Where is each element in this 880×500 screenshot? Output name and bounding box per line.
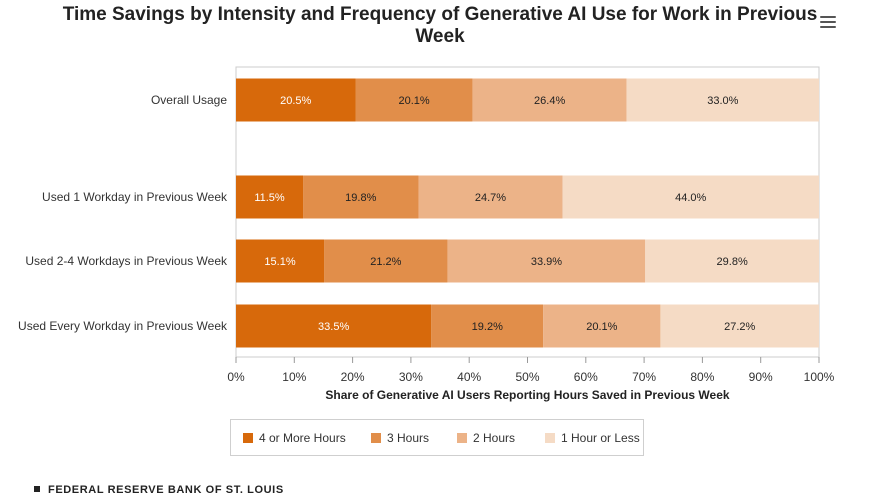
- bar-data-label: 27.2%: [724, 321, 755, 333]
- bar-data-label: 24.7%: [475, 192, 506, 204]
- chart-title: Time Savings by Intensity and Frequency …: [62, 4, 818, 47]
- legend-label: 4 or More Hours: [259, 431, 346, 445]
- bar-segment: [236, 239, 325, 283]
- hamburger-menu-icon[interactable]: [820, 16, 836, 30]
- category-label: Used Every Workday in Previous Week: [18, 319, 228, 333]
- bar-data-label: 33.9%: [531, 256, 562, 268]
- bar-segment: [447, 239, 646, 283]
- source-footer: FEDERAL RESERVE BANK OF ST. LOUIS: [34, 484, 284, 496]
- bar-segment: [645, 239, 819, 283]
- x-tick-label: 0%: [227, 370, 245, 384]
- bar-segment: [236, 175, 304, 219]
- category-label: Overall Usage: [151, 93, 227, 107]
- bar-segment: [236, 78, 356, 122]
- x-tick-label: 20%: [341, 370, 365, 384]
- bar-segment: [324, 239, 448, 283]
- legend-item-1-hour-or-less[interactable]: 1 Hour or Less: [545, 431, 640, 445]
- x-tick-label: 30%: [399, 370, 423, 384]
- bar-segment: [660, 304, 819, 348]
- footer-square-icon: [34, 486, 40, 492]
- bar-data-label: 33.0%: [707, 95, 738, 107]
- bar-data-label: 11.5%: [254, 192, 285, 204]
- bar-segment: [543, 304, 661, 348]
- bar-segment: [418, 175, 563, 219]
- bar-segment: [562, 175, 819, 219]
- bar-data-label: 20.5%: [280, 95, 311, 107]
- chart-legend: 4 or More Hours 3 Hours 2 Hours 1 Hour o…: [230, 419, 644, 456]
- legend-item-2-hours[interactable]: 2 Hours: [457, 431, 515, 445]
- bar-segment: [303, 175, 419, 219]
- x-tick-label: 80%: [690, 370, 714, 384]
- x-tick-label: 60%: [574, 370, 598, 384]
- bar-segment: [431, 304, 544, 348]
- bar-data-label: 19.2%: [472, 321, 503, 333]
- bar-segment: [626, 78, 819, 122]
- bar-data-label: 20.1%: [399, 95, 430, 107]
- bar-data-label: 33.5%: [318, 321, 349, 333]
- bar-segment: [355, 78, 473, 122]
- legend-swatch: [545, 433, 555, 443]
- bar-segment: [472, 78, 627, 122]
- x-tick-label: 10%: [282, 370, 306, 384]
- x-tick-label: 100%: [804, 370, 835, 384]
- bar-data-label: 20.1%: [586, 321, 617, 333]
- bar-data-label: 44.0%: [675, 192, 706, 204]
- legend-swatch: [243, 433, 253, 443]
- bar-data-label: 19.8%: [345, 192, 376, 204]
- x-tick-label: 90%: [749, 370, 773, 384]
- bar-data-label: 29.8%: [717, 256, 748, 268]
- x-tick-label: 70%: [632, 370, 656, 384]
- category-label: Used 2-4 Workdays in Previous Week: [25, 254, 228, 268]
- bar-data-label: 26.4%: [534, 95, 565, 107]
- category-label: Used 1 Workday in Previous Week: [42, 190, 228, 204]
- footer-source-text: FEDERAL RESERVE BANK OF ST. LOUIS: [48, 484, 284, 496]
- legend-label: 1 Hour or Less: [561, 431, 640, 445]
- legend-swatch: [371, 433, 381, 443]
- legend-label: 2 Hours: [473, 431, 516, 445]
- x-tick-label: 40%: [457, 370, 481, 384]
- bar-data-label: 21.2%: [370, 256, 401, 268]
- legend-swatch: [457, 433, 467, 443]
- stacked-bar-chart: Overall Usage Used 1 Workday in Previous …: [18, 66, 835, 402]
- legend-item-3-hours[interactable]: 3 Hours: [371, 431, 429, 445]
- legend-item-4-or-more-hours[interactable]: 4 or More Hours: [243, 431, 346, 445]
- x-tick-label: 50%: [515, 370, 539, 384]
- legend-label: 3 Hours: [387, 431, 430, 445]
- x-axis-title: Share of Generative AI Users Reporting H…: [325, 388, 729, 402]
- bar-data-label: 15.1%: [264, 256, 295, 268]
- bar-segment: [236, 304, 432, 348]
